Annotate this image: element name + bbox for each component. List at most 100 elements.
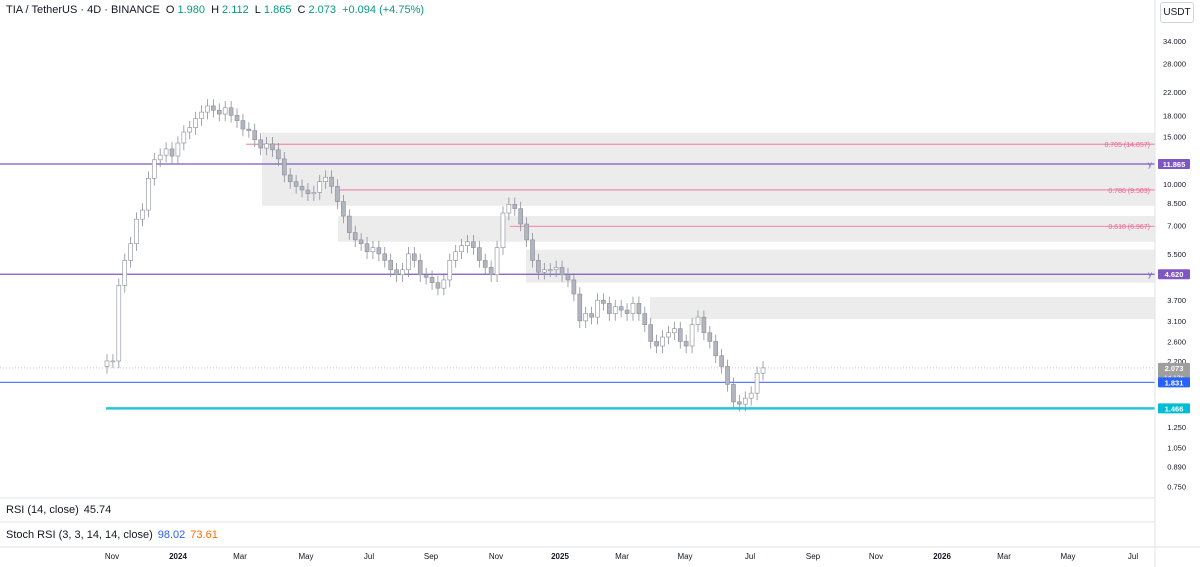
price-label-box [1158, 269, 1190, 280]
x-tick-label: 2026 [933, 552, 951, 561]
y-tick-label: 8.500 [1167, 199, 1186, 208]
candle-body [134, 218, 139, 244]
candle-body [642, 313, 648, 325]
candle-body [376, 247, 382, 255]
candle-body [258, 139, 263, 149]
candle-body [323, 176, 328, 182]
candle-body [725, 366, 730, 385]
candle-body [666, 332, 671, 338]
candle-body [128, 243, 133, 261]
x-tick-label: Jul [745, 552, 755, 561]
symbol-title[interactable]: TIA / TetherUS · 4D · BINANCE [6, 4, 160, 16]
y-tick-label: 3.700 [1167, 296, 1186, 305]
candle-body [595, 299, 600, 318]
fib-levels: 0.705 (14.057) 0.786 (9.503) 0.618 (6.967) [246, 142, 1155, 231]
zone-0 [262, 132, 1155, 206]
open-label: O [165, 4, 175, 16]
candle-body [547, 269, 553, 272]
candle-body [542, 269, 547, 273]
candle-body [222, 107, 228, 115]
candle-body [453, 251, 458, 261]
x-tick-label: Mar [997, 552, 1011, 561]
y-tick-label: 22.000 [1163, 88, 1186, 97]
candle-body [335, 186, 340, 202]
candle-body [565, 274, 571, 281]
candle-body [672, 328, 677, 334]
x-tick-label: Mar [233, 552, 247, 561]
candle-body [382, 253, 388, 261]
horizontal-levels[interactable] [0, 163, 1155, 410]
candle-body [287, 174, 293, 182]
candle-body [571, 279, 577, 295]
x-tick-label: Mar [615, 552, 629, 561]
x-axis[interactable]: Nov 2024 Mar May Jul Sep Nov 2025 Mar May Jul Sep No… [105, 552, 1138, 561]
high-value: 2.112 [222, 4, 249, 16]
candle-body [524, 223, 529, 241]
change-value: +0.094 (+4.75%) [342, 4, 425, 16]
candle-body [465, 241, 470, 246]
candle-body [394, 269, 399, 276]
candle-body [707, 332, 713, 342]
candle-body [169, 148, 175, 157]
candles [104, 99, 766, 412]
candle-body [352, 232, 358, 241]
candle-body [583, 313, 589, 322]
candle-body [477, 247, 482, 261]
candle-body [488, 267, 494, 276]
candle-body [276, 149, 281, 160]
x-tick-label: Nov [869, 552, 883, 561]
price-label-prefix: y [1148, 160, 1152, 169]
candle-body [500, 212, 506, 248]
price-label-prefix: y [1148, 270, 1152, 279]
x-tick-label: Jul [1128, 552, 1138, 561]
price-label-text: 1.466 [1165, 404, 1184, 413]
y-tick-label: 34.000 [1163, 37, 1186, 46]
candle-body [388, 260, 393, 271]
candle-body [553, 267, 559, 271]
candle-body [252, 130, 258, 141]
candle-body [536, 260, 541, 273]
candle-body [636, 303, 642, 314]
candle-body [163, 148, 169, 156]
candle-body [512, 204, 518, 209]
stoch-rsi-k-value: 98.02 [157, 529, 186, 541]
candle-body [559, 267, 565, 276]
fib-label-0: 0.705 (14.057) [1104, 142, 1150, 149]
candle-body [589, 313, 594, 318]
legend-header: TIA / TetherUS · 4D · BINANCE O 1.980 H 2.… [6, 4, 427, 16]
x-tick-label: May [1060, 552, 1075, 561]
candle-body [742, 397, 748, 405]
rsi-legend[interactable]: RSI (14, close) 45.74 [6, 504, 116, 516]
currency-button[interactable]: USDT [1160, 2, 1194, 23]
candle-body [624, 309, 630, 314]
y-tick-label: 28.000 [1163, 60, 1186, 69]
candle-body [737, 401, 742, 405]
candle-body [311, 192, 317, 195]
candle-body [341, 201, 346, 217]
candle-body [370, 247, 376, 253]
candle-body [299, 186, 305, 191]
x-tick-label: May [677, 552, 692, 561]
candle-body [654, 341, 659, 347]
close-value: 2.073 [308, 4, 336, 16]
candle-body [677, 328, 683, 342]
y-tick-label: 18.000 [1163, 111, 1186, 120]
candle-body [199, 111, 204, 119]
y-tick-label: 1.250 [1167, 423, 1186, 432]
low-label: L [254, 4, 261, 16]
high-label: H [211, 4, 220, 16]
stoch-rsi-legend[interactable]: Stoch RSI (3, 3, 14, 14, close) 98.02 73.6… [6, 529, 223, 541]
y-tick-label: 0.750 [1167, 483, 1186, 492]
x-tick-label: Jul [364, 552, 374, 561]
rsi-label: RSI (14, close) [6, 504, 79, 516]
y-axis[interactable]: 34.000 28.000 22.000 18.000 15.000 10.000 8.50… [1163, 37, 1186, 492]
candle-body [104, 360, 110, 367]
candle-body [157, 154, 163, 161]
x-tick-label: 2025 [551, 552, 569, 561]
candle-body [175, 142, 181, 157]
y-tick-label: 2.600 [1167, 337, 1186, 346]
stoch-rsi-d-value: 73.61 [190, 529, 218, 541]
candle-body [110, 360, 116, 363]
